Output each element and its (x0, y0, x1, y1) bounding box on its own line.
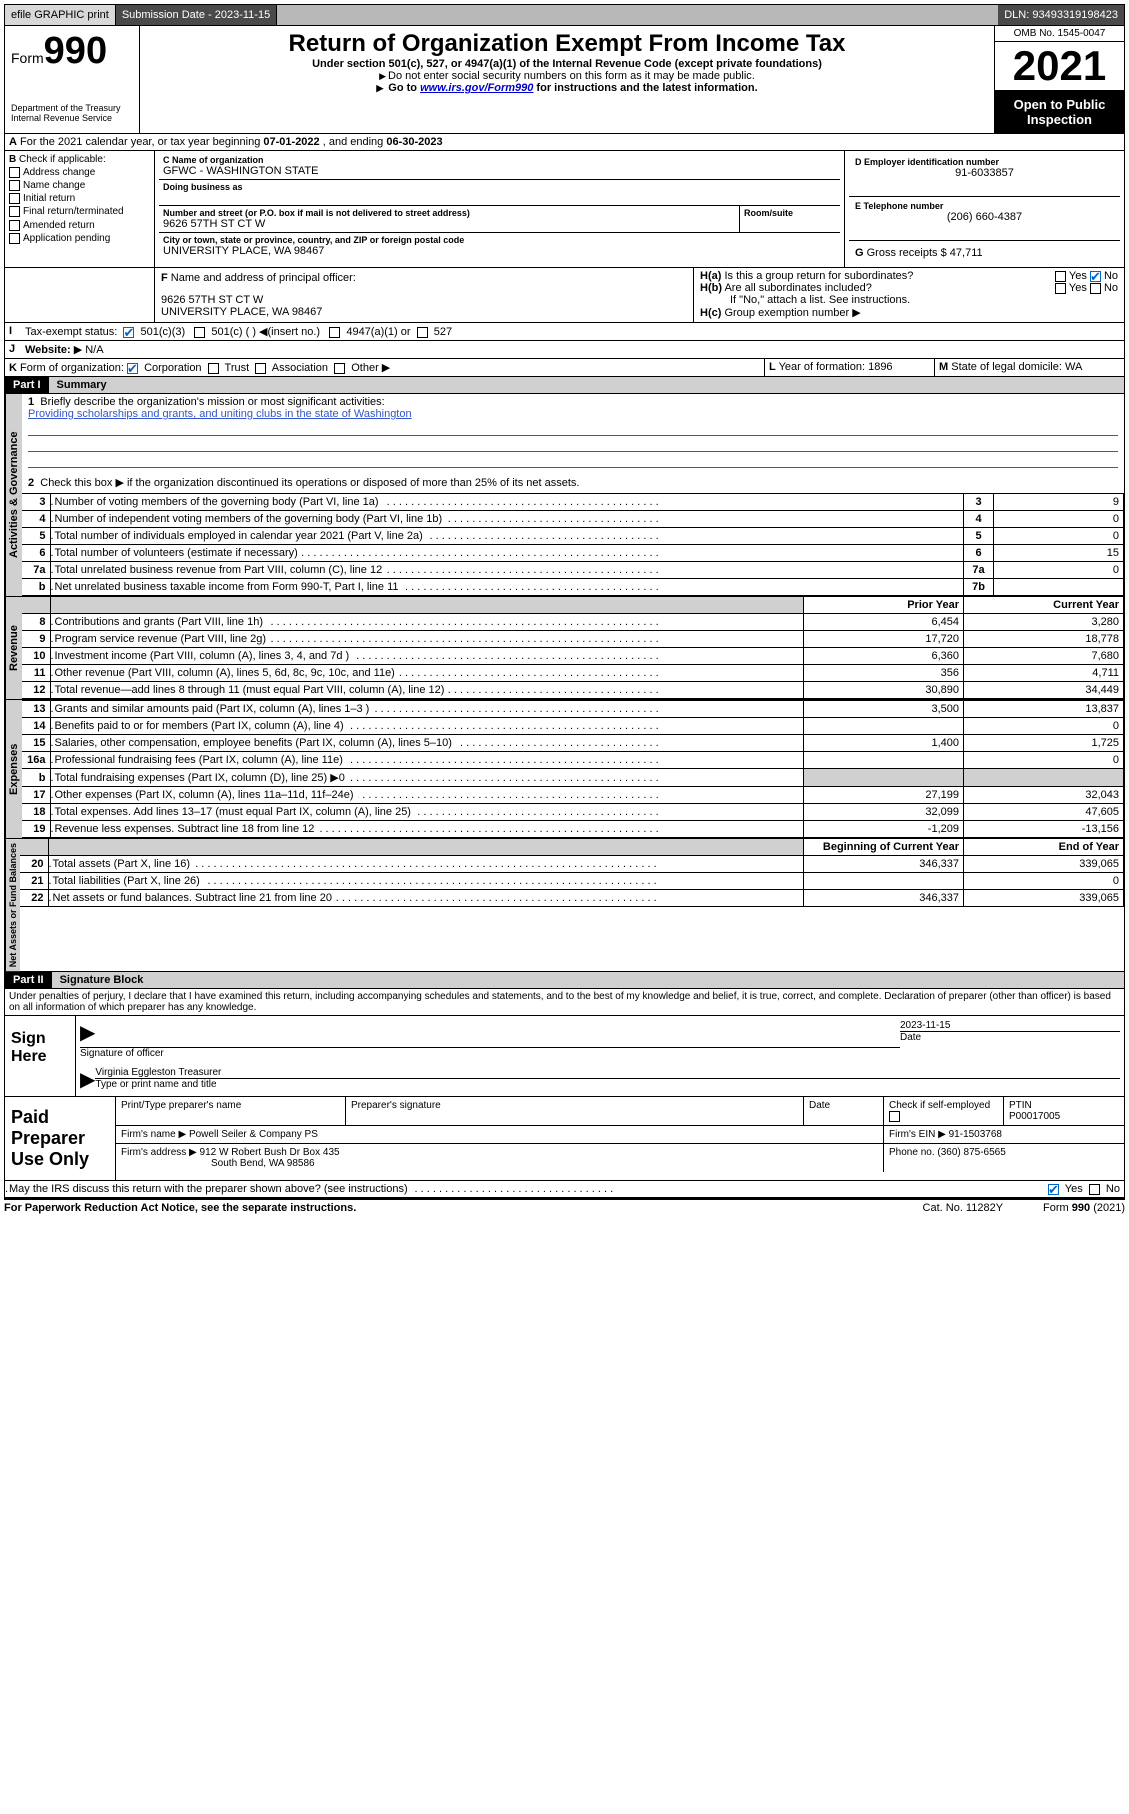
check-501c[interactable] (194, 327, 205, 338)
box-f: F Name and address of principal officer:… (155, 268, 694, 322)
state-domicile: WA (1065, 361, 1082, 373)
section-i: I Tax-exempt status: 501(c)(3) 501(c) ( … (4, 323, 1125, 341)
check-amended-return[interactable] (9, 220, 20, 231)
note-ssn: Do not enter social security numbers on … (148, 70, 986, 82)
box-b: B Check if applicable: Address change Na… (5, 151, 155, 267)
ein: 91-6033857 (855, 167, 1114, 179)
efile-label[interactable]: efile GRAPHIC print (5, 5, 116, 25)
check-self-employed[interactable] (889, 1111, 900, 1122)
mission-text: Providing scholarships and grants, and u… (28, 408, 1118, 420)
city-address: UNIVERSITY PLACE, WA 98467 (163, 245, 836, 257)
part1-body: Activities & Governance 1 Briefly descri… (4, 394, 1125, 597)
firm-name: Powell Seiler & Company PS (189, 1129, 318, 1140)
sig-arrow2-icon: ▶ (80, 1067, 95, 1092)
irs-label: Internal Revenue Service (11, 113, 133, 123)
section-bcd: B Check if applicable: Address change Na… (4, 151, 1125, 268)
telephone: (206) 660-4387 (855, 211, 1114, 223)
part1-header: Part I Summary (4, 377, 1125, 394)
year-formation: 1896 (868, 361, 892, 373)
dln: DLN: 93493319198423 (998, 5, 1124, 25)
dept-label: Department of the Treasury (11, 103, 133, 113)
tab-governance: Activities & Governance (5, 394, 22, 596)
street-address: 9626 57TH ST CT W (163, 218, 735, 230)
check-discuss-yes[interactable] (1048, 1184, 1059, 1195)
part1-expenses: Expenses 13 Grants and similar amounts p… (4, 700, 1125, 839)
check-ha-yes[interactable] (1055, 271, 1066, 282)
check-hb-yes[interactable] (1055, 283, 1066, 294)
declaration: Under penalties of perjury, I declare th… (4, 989, 1125, 1016)
firm-ein: 91-1503768 (949, 1129, 1002, 1140)
form990-link[interactable]: www.irs.gov/Form990 (420, 82, 533, 94)
check-501c3[interactable] (123, 327, 134, 338)
form-word: Form (11, 50, 44, 66)
check-ha-no[interactable] (1090, 271, 1101, 282)
firm-address1: 912 W Robert Bush Dr Box 435 (200, 1147, 340, 1158)
tab-netassets: Net Assets or Fund Balances (5, 839, 20, 971)
check-other[interactable] (334, 363, 345, 374)
org-name: GFWC - WASHINGTON STATE (163, 165, 836, 177)
section-fh: F Name and address of principal officer:… (4, 268, 1125, 323)
section-j: J Website: ▶ N/A (4, 341, 1125, 359)
ptin: P00017005 (1009, 1111, 1060, 1122)
tab-expenses: Expenses (5, 700, 22, 838)
form-title: Return of Organization Exempt From Incom… (148, 30, 986, 58)
gov-table: 3 Number of voting members of the govern… (22, 493, 1124, 596)
submission-date: Submission Date - 2023-11-15 (116, 5, 277, 25)
page-footer: For Paperwork Reduction Act Notice, see … (4, 1198, 1125, 1216)
box-h: H(a) Is this a group return for subordin… (694, 268, 1124, 322)
form-header: Form990 Department of the Treasury Inter… (4, 26, 1125, 134)
section-klm: K Form of organization: Corporation Trus… (4, 359, 1125, 377)
line-a: A For the 2021 calendar year, or tax yea… (4, 134, 1125, 151)
check-527[interactable] (417, 327, 428, 338)
discuss-row: May the IRS discuss this return with the… (4, 1181, 1125, 1198)
check-initial-return[interactable] (9, 193, 20, 204)
website: N/A (85, 344, 103, 356)
check-trust[interactable] (208, 363, 219, 374)
sig-date: 2023-11-15 (900, 1020, 1120, 1031)
box-deg: D Employer identification number 91-6033… (844, 151, 1124, 267)
box-c: C Name of organization GFWC - WASHINGTON… (155, 151, 844, 267)
firm-phone: (360) 875-6565 (937, 1147, 1005, 1158)
note-link: Go to www.irs.gov/Form990 for instructio… (148, 82, 986, 94)
firm-address2: South Bend, WA 98586 (121, 1158, 878, 1169)
form-number: 990 (44, 30, 107, 72)
check-hb-no[interactable] (1090, 283, 1101, 294)
tab-revenue: Revenue (5, 597, 22, 699)
sign-here-block: Sign Here ▶ Signature of officer 2023-11… (4, 1016, 1125, 1097)
open-public: Open to Public Inspection (995, 91, 1124, 133)
check-assoc[interactable] (255, 363, 266, 374)
check-address-change[interactable] (9, 167, 20, 178)
check-discuss-no[interactable] (1089, 1184, 1100, 1195)
sig-arrow-icon: ▶ (80, 1022, 95, 1044)
officer-name: Virginia Eggleston Treasurer (95, 1067, 1120, 1079)
gross-receipts: 47,711 (950, 247, 983, 259)
check-final-return[interactable] (9, 206, 20, 217)
omb-number: OMB No. 1545-0047 (995, 26, 1124, 42)
paid-preparer-block: Paid Preparer Use Only Print/Type prepar… (4, 1097, 1125, 1181)
part2-header: Part II Signature Block (4, 972, 1125, 989)
check-name-change[interactable] (9, 180, 20, 191)
form-subtitle: Under section 501(c), 527, or 4947(a)(1)… (148, 58, 986, 70)
topbar-spacer (277, 5, 998, 25)
check-application-pending[interactable] (9, 233, 20, 244)
part1-revenue: Revenue Prior Year Current Year 8 Contri… (4, 597, 1125, 700)
tax-year: 2021 (995, 42, 1124, 91)
check-corp[interactable] (127, 363, 138, 374)
top-bar: efile GRAPHIC print Submission Date - 20… (4, 4, 1125, 26)
part1-netassets: Net Assets or Fund Balances Beginning of… (4, 839, 1125, 972)
check-4947[interactable] (329, 327, 340, 338)
